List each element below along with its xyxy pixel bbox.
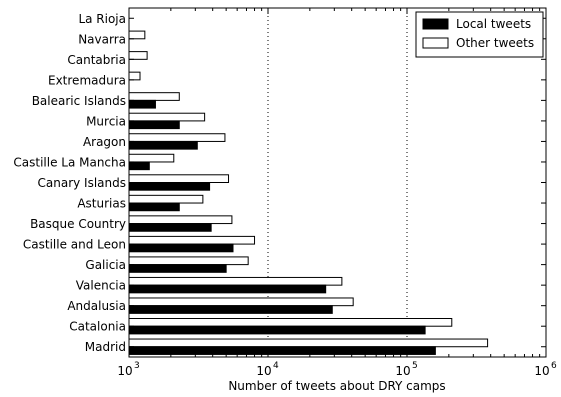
bar-local-tweets (128, 346, 436, 355)
bar-other-tweets (128, 276, 343, 286)
bar-local-tweets (128, 140, 198, 150)
bar-local-tweets (128, 120, 180, 130)
y-category-label: Aragon (83, 135, 126, 149)
y-category-label: Castille and Leon (23, 238, 126, 252)
bar-other-tweets (128, 256, 249, 266)
bar-local-tweets (128, 284, 327, 294)
bar-other-tweets (128, 235, 256, 245)
bar-other-tweets (128, 338, 489, 348)
bar-other-tweets (128, 112, 206, 122)
y-category-label: Andalusia (67, 299, 126, 313)
bar-local-tweets (128, 305, 333, 314)
legend-label-local: Local tweets (456, 17, 531, 31)
y-axis: Madrid Catalonia Andalusia Valencia Galicia C… (13, 12, 546, 354)
y-category-label: Balearic Islands (32, 94, 126, 108)
x-axis: 10 3 10 4 10 5 10 6 (117, 8, 557, 378)
x-tick-exponent: 6 (551, 361, 557, 371)
bar-local-tweets (128, 99, 156, 109)
bar-local-tweets (128, 243, 234, 253)
bar-other-tweets (128, 153, 175, 163)
bar-other-tweets (128, 71, 141, 81)
bar-other-tweets (128, 92, 180, 101)
y-category-label: Extremadura (48, 73, 126, 87)
bar-local-tweets (128, 161, 150, 171)
y-category-label: Canary Islands (38, 176, 127, 190)
legend-swatch-local (422, 18, 449, 30)
y-category-label: Madrid (85, 340, 126, 354)
bar-local-tweets (128, 182, 211, 191)
bar-local-tweets (128, 202, 180, 212)
y-category-label: Castille La Mancha (13, 155, 126, 169)
bar-other-tweets (128, 51, 148, 60)
y-category-label: Cantabria (67, 53, 126, 67)
bar-other-tweets (128, 297, 354, 307)
x-axis-label: Number of tweets about DRY camps (228, 379, 445, 393)
legend-swatch-other (422, 37, 449, 49)
bar-local-tweets (128, 223, 212, 232)
legend-label-other: Other tweets (456, 36, 534, 50)
y-category-label: Catalonia (69, 320, 126, 334)
bar-other-tweets (128, 318, 453, 327)
bar-other-tweets (128, 133, 226, 142)
bar-other-tweets (128, 215, 233, 225)
bar-other-tweets (128, 194, 204, 204)
y-category-label: Basque Country (30, 217, 126, 231)
bar-other-tweets (128, 30, 146, 40)
bar-other-tweets (128, 174, 230, 184)
x-tick-exponent: 4 (273, 361, 279, 371)
x-tick-label: 10 (395, 364, 410, 378)
bar-local-tweets (128, 264, 227, 273)
y-category-label: Galicia (85, 258, 126, 272)
bar-local-tweets (128, 325, 426, 335)
y-category-label: Murcia (86, 114, 126, 128)
x-tick-label: 10 (117, 364, 132, 378)
x-tick-label: 10 (256, 364, 271, 378)
y-category-label: Asturias (77, 197, 126, 211)
legend: Local tweets Other tweets (415, 11, 544, 58)
y-category-label: Navarra (78, 32, 126, 46)
y-category-label: Valencia (76, 279, 126, 293)
x-tick-label: 10 (534, 364, 549, 378)
y-category-label: La Rioja (78, 12, 126, 26)
x-tick-exponent: 5 (412, 361, 418, 371)
x-tick-exponent: 3 (134, 361, 140, 371)
